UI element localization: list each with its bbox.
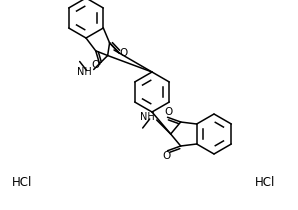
Text: NH: NH	[77, 67, 92, 76]
Text: HCl: HCl	[12, 176, 32, 189]
Text: NH: NH	[140, 112, 155, 122]
Text: O: O	[119, 47, 128, 58]
Text: O: O	[164, 107, 173, 117]
Text: O: O	[162, 151, 171, 161]
Text: O: O	[91, 60, 99, 70]
Text: HCl: HCl	[255, 176, 275, 189]
